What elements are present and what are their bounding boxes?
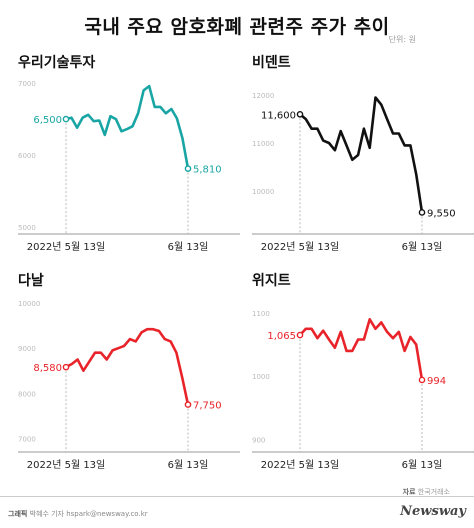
line-chart: 7000 8000 9000 10000 2022년 5월 13일 6월 13일 8,580…: [18, 300, 240, 471]
credit-note: 그래픽 박혜수 기자 hspark@newsway.co.kr: [8, 509, 148, 519]
start-value-label: 11,600: [261, 110, 296, 121]
y-tick-label: 11000: [252, 140, 274, 148]
end-value-label: 994: [427, 376, 446, 387]
y-tick-label: 7000: [18, 80, 36, 88]
footer-divider: [0, 496, 474, 497]
end-point: [418, 376, 426, 384]
y-tick-label: 10000: [18, 300, 40, 308]
end-point: [184, 401, 192, 408]
chart-panel-wizit: 위지트 900 1000 1100 2022년 5월 13일 6월 13일 1,065 99…: [248, 270, 474, 488]
start-point: [62, 363, 70, 371]
x-tick-label: 2022년 5월 13일: [27, 459, 106, 471]
y-tick-label: 1100: [252, 310, 270, 318]
x-tick-label: 6월 13일: [168, 459, 209, 471]
x-tick-label: 2022년 5월 13일: [27, 241, 106, 253]
series-line: [64, 327, 190, 406]
y-tick-label: 6000: [18, 152, 36, 160]
end-point: [418, 209, 426, 216]
credit-text: 박혜수 기자 hspark@newsway.co.kr: [29, 510, 148, 518]
start-point: [296, 111, 304, 118]
end-value-label: 7,750: [193, 401, 222, 412]
start-point: [296, 331, 304, 339]
panel-title: 비덴트: [252, 55, 291, 71]
chart-title: 국내 주요 암호화폐 관련주 주가 추이: [84, 16, 390, 38]
credit-label: 그래픽: [8, 510, 28, 518]
source-text: 한국거래소: [417, 488, 450, 496]
series-line: [64, 84, 190, 170]
unit-label: 단위: 원: [388, 35, 416, 44]
end-point: [184, 165, 192, 172]
source-note: 자료 한국거래소: [403, 487, 450, 497]
y-tick-label: 12000: [252, 92, 274, 100]
start-value-label: 1,065: [267, 331, 296, 342]
x-tick-label: 2022년 5월 13일: [261, 241, 340, 253]
line-chart: 900 1000 1100 2022년 5월 13일 6월 13일 1,065 994: [252, 310, 474, 471]
source-label: 자료: [402, 488, 416, 496]
panel-title: 위지트: [252, 273, 291, 289]
chart-panel-woori: 우리기술투자 5000 6000 7000 2022년 5월 13일 6월 13일 6,5…: [14, 52, 244, 270]
x-tick-label: 6월 13일: [402, 459, 443, 471]
y-tick-label: 8000: [18, 390, 36, 398]
chart-panel-vident: 비덴트 10000 11000 12000 2022년 5월 13일 6월 13일 11,…: [248, 52, 474, 270]
end-value-label: 9,550: [427, 208, 456, 219]
y-tick-label: 1000: [252, 373, 270, 381]
line-chart: 10000 11000 12000 2022년 5월 13일 6월 13일 11,600 9…: [252, 92, 474, 253]
panel-title: 우리기술투자: [18, 55, 96, 71]
end-value-label: 5,810: [193, 165, 222, 176]
y-tick-label: 10000: [252, 188, 274, 196]
y-tick-label: 900: [252, 436, 265, 444]
newsway-logo: Newsway: [400, 504, 466, 519]
y-tick-label: 5000: [18, 224, 36, 232]
series-line: [298, 96, 424, 214]
series-line: [298, 317, 424, 382]
panel-title: 다날: [18, 273, 44, 289]
y-tick-label: 9000: [18, 345, 36, 353]
start-point: [62, 115, 70, 123]
x-tick-label: 6월 13일: [168, 241, 209, 253]
x-tick-label: 2022년 5월 13일: [261, 459, 340, 471]
line-chart: 5000 6000 7000 2022년 5월 13일 6월 13일 6,500 5,810: [18, 80, 240, 253]
start-value-label: 8,580: [33, 363, 62, 374]
x-tick-label: 6월 13일: [402, 241, 443, 253]
chart-panel-danal: 다날 7000 8000 9000 10000 2022년 5월 13일 6월 13일 8,…: [14, 270, 244, 488]
start-value-label: 6,500: [33, 115, 62, 126]
y-tick-label: 7000: [18, 435, 36, 443]
